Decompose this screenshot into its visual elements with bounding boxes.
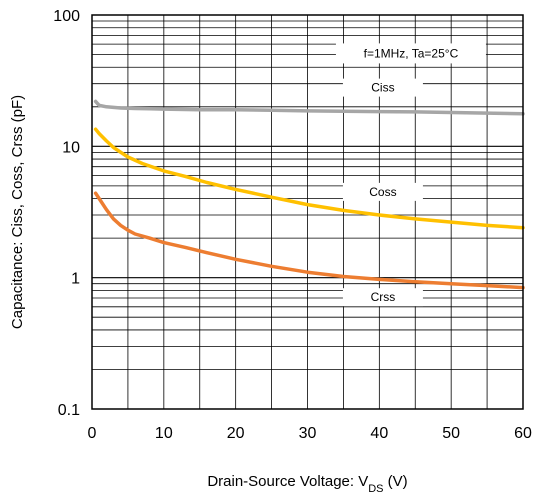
y-tick-label: 100 <box>53 8 80 25</box>
condition-label-box <box>335 43 486 64</box>
x-tick-label: 10 <box>155 425 173 442</box>
y-tick-label: 0.1 <box>58 402 80 419</box>
y-tick-label: 1 <box>71 271 80 288</box>
series-label-coss: Coss <box>369 185 396 199</box>
x-tick-label: 40 <box>370 425 388 442</box>
y-tick-label: 10 <box>62 139 80 156</box>
x-tick-label: 50 <box>442 425 460 442</box>
x-tick-label: 0 <box>88 425 97 442</box>
series-line-coss <box>93 127 525 230</box>
series-label-crss-box <box>342 288 423 307</box>
x-axis-title-main: Drain-Source Voltage: V <box>207 473 368 490</box>
series-label-coss-box <box>342 182 423 201</box>
x-tick-label: 60 <box>514 425 532 442</box>
condition-label: f=1MHz, Ta=25°C <box>364 46 459 60</box>
series-line-crss <box>93 191 525 290</box>
series-label-ciss: Ciss <box>371 81 394 95</box>
y-tick-labels: 0.1 1 10 100 <box>53 8 80 419</box>
x-tick-label: 30 <box>299 425 317 442</box>
x-tick-labels: 0 10 20 30 40 50 60 <box>88 425 532 442</box>
series-label-ciss-box <box>342 78 423 97</box>
series-label-crss: Crss <box>371 290 396 304</box>
annotation-labels: f=1MHz, Ta=25°C Ciss Coss Crss <box>335 43 486 307</box>
y-axis-title: Capacitance: Ciss, Coss, Crss (pF) <box>9 95 26 329</box>
series-line-ciss <box>93 99 525 116</box>
x-tick-label: 20 <box>227 425 245 442</box>
series-lines <box>93 99 525 290</box>
plot-frame <box>91 14 524 410</box>
x-axis-title-subscript: DS <box>368 483 383 495</box>
x-axis-title: Drain-Source Voltage: VDS (V) <box>207 473 407 495</box>
x-axis-title-unit: (V) <box>384 473 408 490</box>
